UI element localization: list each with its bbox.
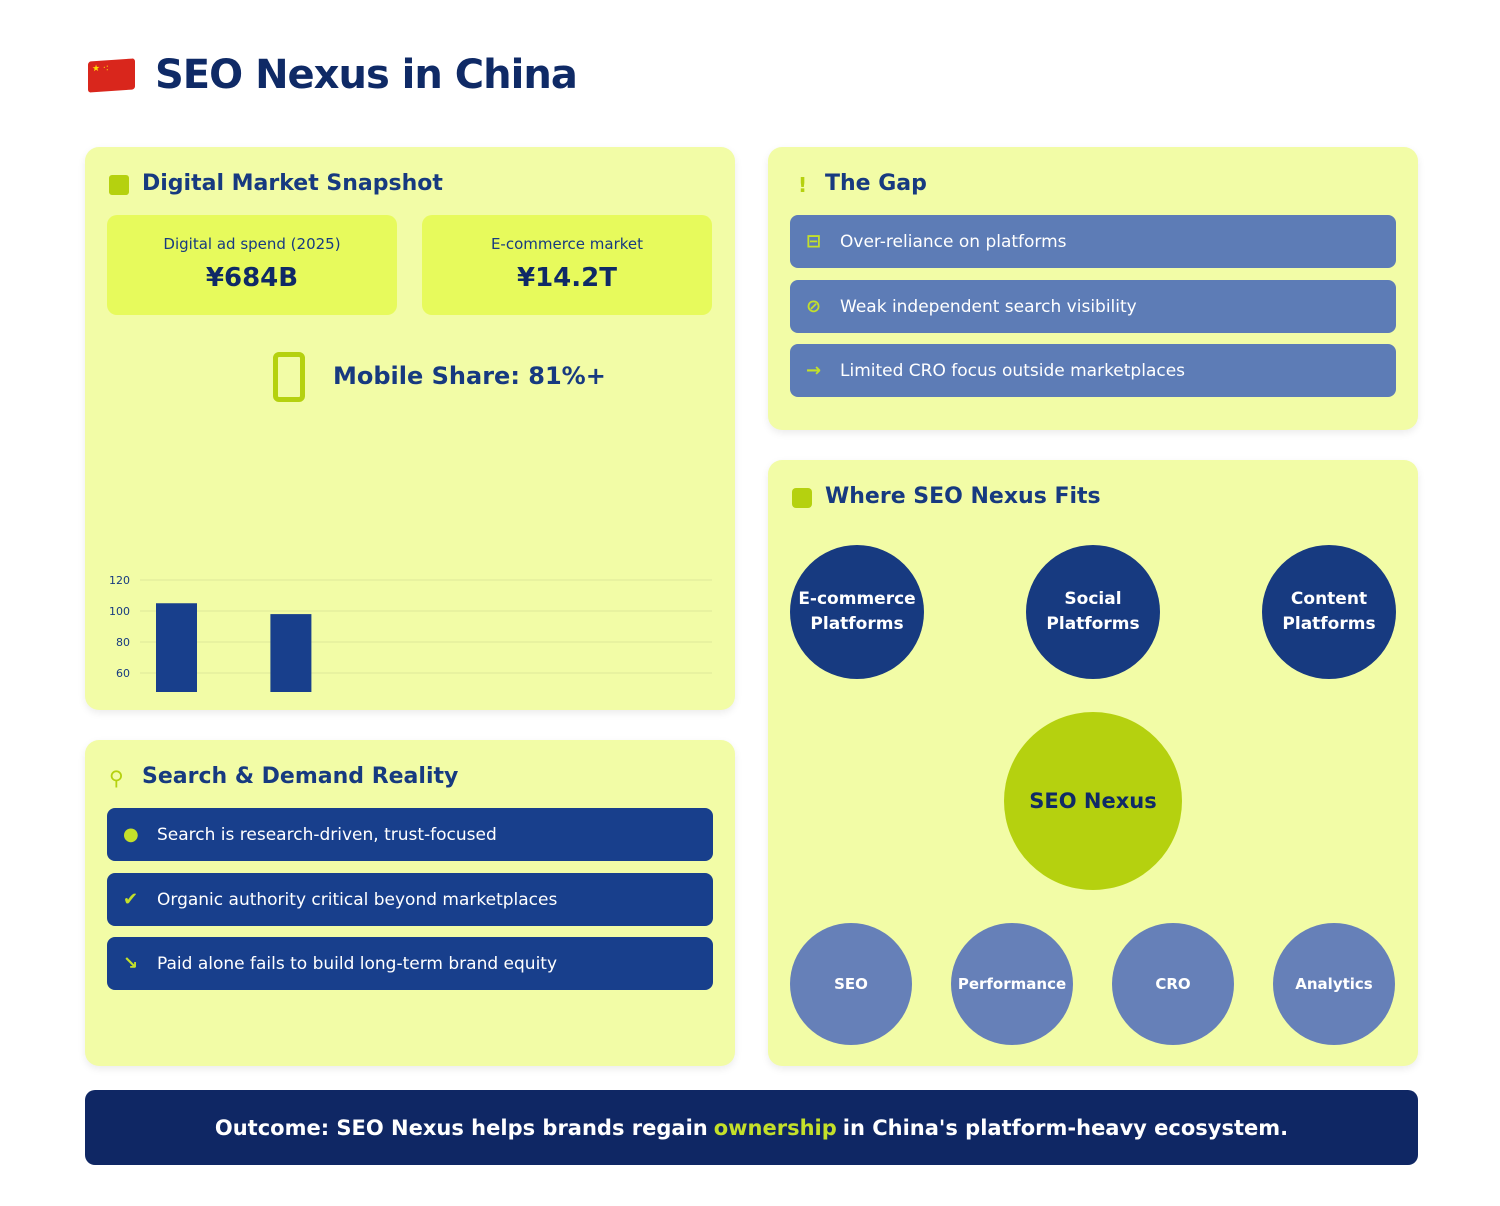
y-tick-label: 120 — [109, 574, 130, 587]
digital-market-snapshot-card: Digital Market Snapshot Digital ad spend… — [85, 147, 735, 710]
search-item-label: Organic authority critical beyond market… — [157, 889, 558, 910]
service-analytics: Analytics — [1273, 923, 1395, 1045]
gap-item-label: Weak independent search visibility — [840, 296, 1137, 317]
service-seo: SEO — [790, 923, 912, 1045]
code-badge-icon — [792, 488, 812, 508]
eye-off-icon: ⊘ — [806, 296, 822, 317]
outcome-text: Outcome: SEO Nexus helps brands regain — [214, 1115, 708, 1140]
search-item-label: Search is research-driven, trust-focused — [157, 824, 497, 845]
storefront-icon: ⊟ — [806, 231, 822, 252]
bar-chart-icon — [109, 175, 129, 195]
service-performance: Performance — [951, 923, 1073, 1045]
lightbulb-icon: ● — [123, 824, 139, 845]
mobile-icon — [273, 352, 305, 402]
verified-icon: ✔ — [123, 889, 139, 910]
y-tick-label: 60 — [116, 667, 130, 680]
bar-chart: 020406080100120ChinaUSAIndiaJapanUKDigit… — [109, 574, 712, 692]
search-item: ✔ Organic authority critical beyond marke… — [107, 873, 713, 926]
platform-label: Platforms — [810, 614, 904, 634]
gap-item: ⊘ Weak independent search visibility — [790, 280, 1396, 333]
arrow-right-icon: → — [806, 360, 822, 381]
stat-ecommerce: E-commerce market ¥14.2T — [422, 215, 712, 315]
search-item: ↘ Paid alone fails to build long-term bra… — [107, 937, 713, 990]
card-title: Digital Market Snapshot — [142, 171, 443, 196]
mobile-share: Mobile Share: 81%+ — [333, 362, 606, 390]
outcome-highlight: ownership — [713, 1115, 837, 1140]
platform-social: Social Platforms — [1026, 545, 1160, 679]
stat-value: ¥14.2T — [517, 263, 617, 293]
platform-content: Content Platforms — [1262, 545, 1396, 679]
gap-item: → Limited CRO focus outside marketplaces — [790, 344, 1396, 397]
search-icon: ⚲ — [109, 766, 124, 790]
stat-label: Digital ad spend (2025) — [163, 235, 341, 253]
page-title: SEO Nexus in China — [155, 52, 578, 98]
stat-value: ¥684B — [205, 263, 299, 293]
platform-ecommerce: E-commerce Platforms — [790, 545, 924, 679]
card-title: Where SEO Nexus Fits — [825, 484, 1101, 509]
china-flag-icon: ★ ·: — [88, 58, 135, 93]
the-gap-card: ! The Gap ⊟ Over-reliance on platforms ⊘ W… — [768, 147, 1418, 430]
y-tick-label: 100 — [109, 605, 130, 618]
platform-label: Social — [1064, 589, 1122, 609]
outcome-text: in China's platform-heavy ecosystem. — [842, 1115, 1289, 1140]
outcome-banner: Outcome: SEO Nexus helps brands regain o… — [85, 1090, 1418, 1165]
stat-label: E-commerce market — [490, 235, 644, 253]
exclamation-icon: ! — [798, 173, 808, 197]
gap-item-label: Limited CRO focus outside marketplaces — [840, 360, 1186, 381]
platform-label: E-commerce — [798, 589, 916, 609]
bar-china-0 — [156, 603, 197, 692]
gap-item-label: Over-reliance on platforms — [840, 231, 1067, 252]
search-demand-card: ⚲ Search & Demand Reality ● Search is res… — [85, 740, 735, 1066]
platform-label: Content — [1290, 589, 1368, 609]
gap-item: ⊟ Over-reliance on platforms — [790, 215, 1396, 268]
service-cro: CRO — [1112, 923, 1234, 1045]
card-title: The Gap — [825, 171, 927, 196]
y-tick-label: 80 — [116, 636, 130, 649]
where-seo-nexus-fits-card: Where SEO Nexus Fits E-commerce Platforms… — [768, 460, 1418, 1066]
card-title: Search & Demand Reality — [142, 764, 459, 789]
search-item-label: Paid alone fails to build long-term bran… — [157, 953, 558, 974]
stat-ad-spend: Digital ad spend (2025) ¥684B — [107, 215, 397, 315]
trending-down-icon: ↘ — [123, 953, 139, 974]
search-item: ● Search is research-driven, trust-focuse… — [107, 808, 713, 861]
platform-label: Platforms — [1046, 614, 1140, 634]
seo-nexus-center: SEO Nexus — [1004, 712, 1182, 890]
platform-label: Platforms — [1282, 614, 1376, 634]
bar-usa-0 — [270, 614, 312, 692]
